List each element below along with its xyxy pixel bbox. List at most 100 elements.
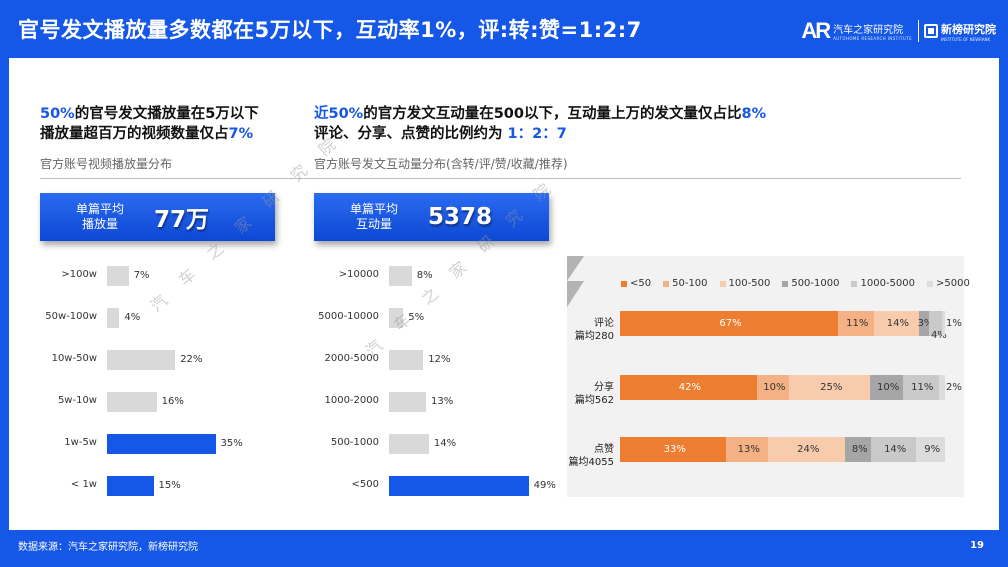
legend-item: 500-1000 — [782, 278, 839, 289]
stacked-segment-label: 8% — [851, 444, 868, 455]
bar-category-label: <500 — [351, 479, 379, 490]
stacked-row-average: 篇均4055 — [568, 457, 614, 468]
stacked-segment — [620, 311, 838, 336]
logo-xb-name: 新榜研究院 — [941, 22, 996, 36]
bar-value-label: 8% — [416, 270, 433, 281]
bar-value-label: 35% — [220, 438, 243, 449]
stacked-segment-label: 14% — [886, 318, 910, 329]
bar — [107, 434, 216, 454]
bar — [107, 308, 120, 328]
stacked-segment-label: 2% — [946, 382, 962, 393]
divider-line — [40, 178, 961, 179]
bar-category-label: 50w-100w — [45, 311, 97, 322]
bar — [389, 476, 529, 496]
data-source: 数据来源：汽车之家研究院，新榜研究院 — [18, 542, 198, 553]
stacked-segment — [768, 437, 846, 462]
stacked-segment — [870, 375, 903, 400]
stacked-chart-legend: <50 50-100 100-500 500-1000 1000-5000 >5000 — [621, 278, 982, 289]
stacked-segment-label: 25% — [820, 382, 843, 393]
legend-label: 50-100 — [672, 278, 708, 289]
stacked-segment-label: 67% — [719, 318, 742, 329]
bar-category-label: 5000-10000 — [318, 311, 379, 322]
middle-subhead: 官方账号发文互动量分布(含转/评/赞/收藏/推荐) — [314, 157, 568, 171]
legend-swatch — [927, 280, 933, 287]
stacked-segment-label: 11% — [911, 382, 934, 393]
stacked-segment — [726, 437, 769, 462]
legend-item: 50-100 — [663, 278, 708, 289]
left-subhead: 官方账号视频播放量分布 — [40, 157, 173, 171]
stacked-segment-label: 10% — [877, 382, 900, 393]
legend-item: <50 — [621, 278, 651, 289]
bar-value-label: 16% — [161, 396, 184, 407]
logo-divider — [918, 20, 919, 42]
legend-label: 100-500 — [728, 278, 771, 289]
page-title: 官号发文播放量多数都在5万以下，互动率1%，评:转:赞=1:2:7 — [18, 18, 642, 42]
bar — [389, 392, 427, 412]
stacked-segment — [837, 311, 874, 336]
stacked-segment — [870, 437, 917, 462]
bar-category-label: >10000 — [338, 269, 379, 280]
bar-category-label: < 1w — [70, 479, 97, 490]
bar-value-label: 22% — [180, 354, 203, 365]
stacked-segment-label: 4% — [930, 330, 947, 341]
logos: AR 汽车之家研究院 AUTOHOME RESEARCH INSTITUTE 新… — [801, 18, 996, 44]
bar-value-label: 15% — [158, 480, 181, 491]
bar — [389, 434, 429, 454]
bar — [107, 350, 176, 370]
bar — [107, 476, 154, 496]
bar-value-label: 7% — [133, 270, 150, 281]
stacked-segment-label: 10% — [763, 382, 786, 393]
stacked-segment — [620, 375, 757, 400]
bar-value-label: 14% — [433, 438, 457, 449]
logo-xb-en: INSTITUTE OF NEWRANK — [941, 36, 991, 42]
stacked-segment — [916, 437, 945, 462]
stacked-segment — [928, 311, 942, 336]
stacked-segment — [941, 311, 945, 336]
legend-label: 500-1000 — [791, 278, 840, 289]
bar-value-label: 49% — [533, 480, 556, 491]
bar — [389, 266, 412, 286]
stacked-row-label: 分享 篇均562 — [564, 381, 614, 407]
stacked-segment — [938, 375, 945, 400]
legend-swatch — [621, 280, 627, 287]
bar — [107, 392, 157, 412]
stacked-segment-label: 3% — [917, 318, 934, 329]
legend-swatch — [719, 280, 726, 287]
bar-value-label: 5% — [408, 312, 425, 323]
stacked-chart-tab — [567, 256, 584, 281]
stacked-segment — [620, 437, 727, 462]
bar — [389, 350, 424, 370]
stacked-segment-label: 9% — [924, 444, 941, 455]
left-headline: 50%的官号发文播放量在5万以下 播放量超百万的视频数量仅占7% — [40, 106, 259, 142]
legend-swatch — [782, 280, 789, 287]
logo-ar-name: 汽车之家研究院 — [833, 25, 904, 36]
kpi-avg-views-value: 77万 — [154, 207, 210, 233]
bar — [107, 266, 129, 286]
bar — [389, 308, 404, 328]
bar-category-label: 2000-5000 — [324, 353, 379, 364]
bar-category-label: 5w-10w — [57, 395, 97, 406]
stacked-row-name: 点赞 — [594, 444, 614, 455]
stacked-segment-label: 11% — [846, 318, 869, 329]
bar-category-label: >100w — [61, 269, 97, 280]
legend-label: 1000-5000 — [860, 278, 915, 289]
stacked-row-name: 评论 — [594, 318, 614, 329]
stacked-row-label: 点赞篇均4055 — [564, 443, 614, 469]
stacked-segment-label: 13% — [737, 444, 760, 455]
legend-item: 1000-5000 — [851, 278, 915, 289]
stacked-row-average: 篇均562 — [574, 395, 614, 406]
page-number: 19 — [970, 540, 984, 551]
bar-value-label: 12% — [428, 354, 451, 365]
stacked-segment — [902, 375, 939, 400]
kpi-avg-views-label: 单篇平均 播放量 — [76, 202, 125, 231]
stacked-segment-label: 14% — [884, 444, 907, 455]
stacked-segment — [873, 311, 919, 336]
stacked-segment-label: 42% — [678, 382, 702, 393]
bar-category-label: 1w-5w — [64, 437, 97, 448]
bar-category-label: 500-1000 — [330, 437, 379, 448]
stacked-segment-label: 1% — [946, 318, 962, 329]
legend-label: <50 — [630, 278, 652, 289]
stacked-segment-label: 24% — [797, 444, 820, 455]
kpi-avg-interactions-label: 单篇平均 互动量 — [350, 202, 399, 231]
kpi-avg-interactions: 单篇平均 互动量 5378 — [314, 193, 549, 241]
